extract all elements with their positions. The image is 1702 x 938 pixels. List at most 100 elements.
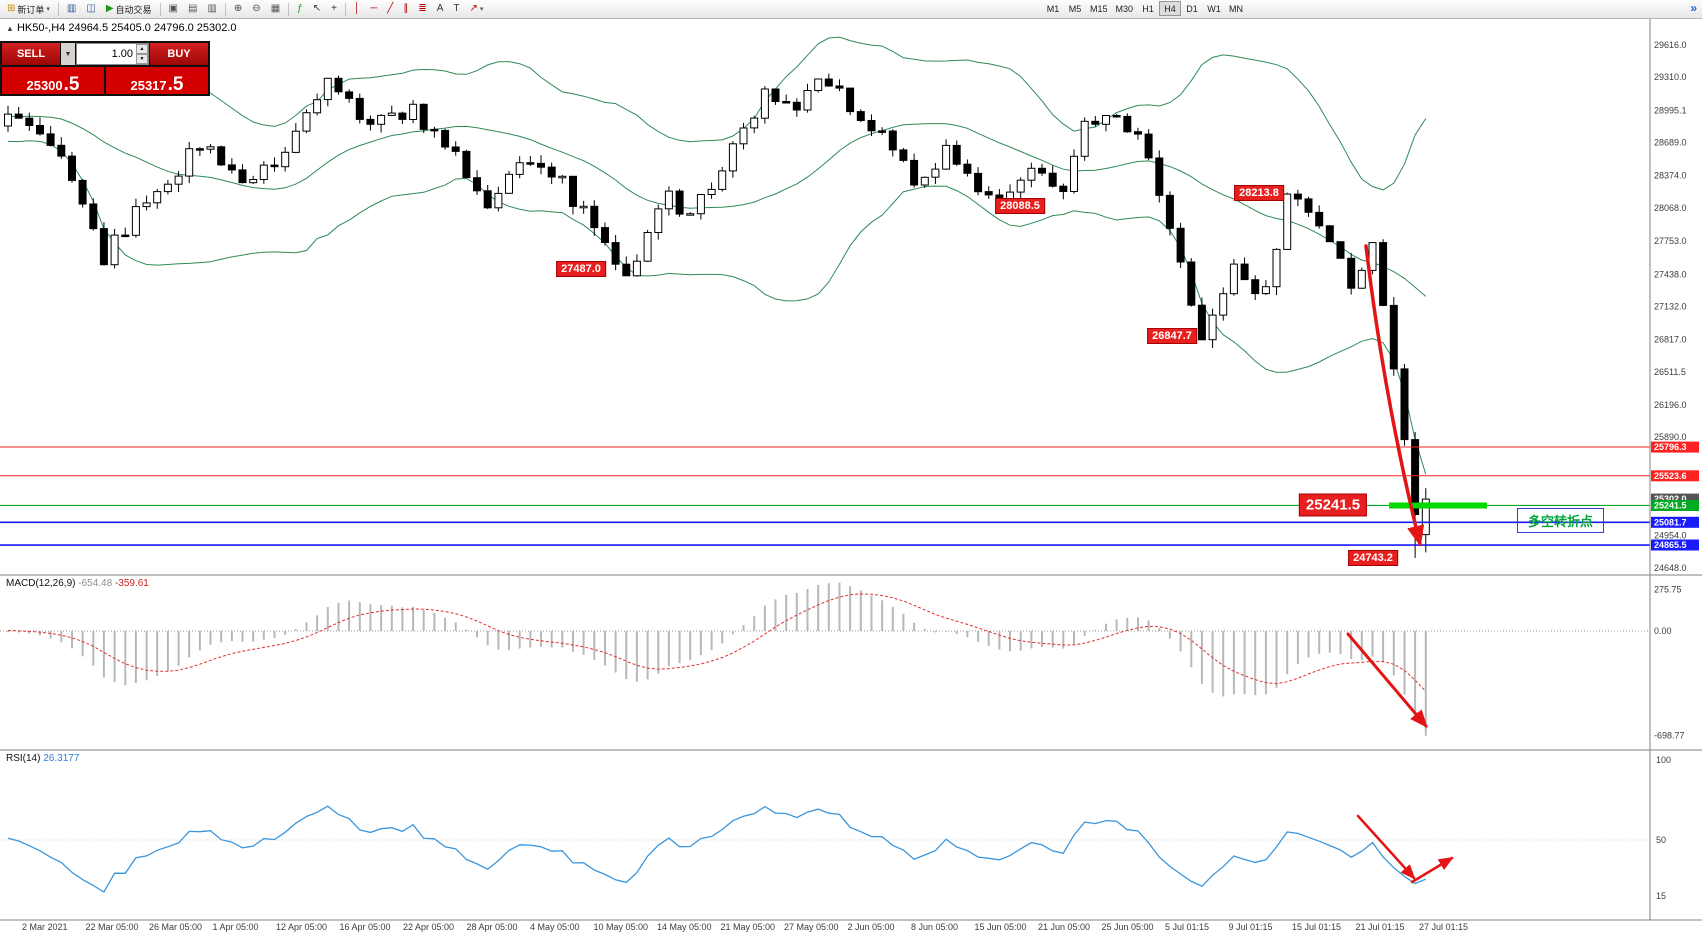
candles (4, 73, 1430, 558)
candle-body (1347, 257, 1356, 289)
indicators-list-button[interactable]: ƒ (293, 2, 307, 17)
time-axis-label: 25 Jun 05:00 (1102, 922, 1154, 932)
price-axis-label: 27132.0 (1654, 302, 1687, 312)
timeframe-m15-button[interactable]: M15 (1086, 1, 1112, 16)
time-axis[interactable]: 2 Mar 2021 22 Mar 05:00 26 Mar 05:00 1 Apr … (22, 922, 1468, 932)
chart-bar-icon: ▥ (66, 3, 77, 14)
macd-axis-label: 0.00 (1654, 626, 1672, 636)
cursor-button[interactable]: ↖ (309, 2, 325, 17)
rsi-label: RSI(14) 26.3177 (6, 753, 79, 764)
pivot-highlight-segment[interactable] (1389, 502, 1487, 509)
candle-body (1091, 120, 1100, 125)
timeframe-h4-button[interactable]: H4 (1159, 1, 1182, 16)
chart-profile-button[interactable]: ◫ (82, 2, 99, 17)
candle-body (601, 227, 609, 244)
price-levels[interactable] (0, 446, 1650, 546)
time-axis-label: 2 Jun 05:00 (848, 922, 895, 932)
arrow-objects-button[interactable]: ↗ ▾ (465, 2, 487, 17)
window-tile-horizontal-button[interactable]: ▤ (184, 2, 201, 17)
candle-body (558, 175, 567, 179)
candle-body (68, 155, 76, 181)
timeframe-d1-button[interactable]: D1 (1181, 1, 1203, 16)
timeframe-h1-button[interactable]: H1 (1137, 1, 1159, 16)
timeframe-m1-button[interactable]: M1 (1042, 1, 1064, 16)
macd-axis[interactable]: 275.75 0.00 -698.77 (1654, 585, 1685, 741)
zoom-out-button[interactable]: ⊖ (248, 2, 264, 17)
macd-down-arrow[interactable] (1346, 632, 1428, 728)
price-axis-label: 26817.0 (1654, 335, 1687, 345)
price-callout[interactable]: 26847.7 (1147, 328, 1197, 345)
price-callout[interactable]: 28213.8 (1234, 184, 1284, 201)
rsi-down-arrow[interactable] (1356, 814, 1416, 880)
toolbar-separator (159, 2, 161, 16)
sell-button[interactable]: SELL (2, 43, 60, 65)
quote-text: HK50-,H4 24964.5 25405.0 24796.0 25302.0 (16, 22, 237, 34)
crosshair-button[interactable]: + (327, 2, 341, 17)
timeframe-mn-button[interactable]: MN (1225, 1, 1247, 16)
chart-bar-button[interactable]: ▥ (63, 2, 80, 17)
candle-body (249, 179, 258, 184)
time-axis-label: 5 Jul 01:15 (1165, 922, 1209, 932)
candle-body (643, 232, 652, 262)
window-cascade-button[interactable]: ▣ (165, 2, 182, 17)
candle-body (323, 77, 332, 101)
candle-body (707, 188, 716, 195)
equidistant-channel-button[interactable]: ∥ (399, 2, 412, 17)
buy-button[interactable]: BUY (150, 43, 208, 65)
volume-input[interactable] (77, 44, 136, 64)
rsi-panel (0, 805, 1650, 893)
candle-body (654, 208, 663, 233)
candle-body (728, 143, 737, 172)
buy-price[interactable]: 25317.5 (106, 67, 208, 94)
fibonacci-retracement-button[interactable]: ≣ (414, 2, 430, 17)
volume-increase-button[interactable]: ▲ (136, 44, 148, 54)
timeframe-w1-button[interactable]: W1 (1203, 1, 1225, 16)
candle-body (206, 146, 215, 150)
turning-point-label[interactable]: 多空转折点 (1517, 508, 1605, 533)
candle-body (419, 103, 428, 130)
vertical-line-button[interactable]: │ (350, 2, 364, 17)
candle-body (1400, 368, 1409, 441)
arrow-objects-caret-icon: ▾ (479, 6, 484, 13)
price-callout[interactable]: 24743.2 (1348, 549, 1398, 566)
zoom-in-button[interactable]: ⊕ (230, 2, 246, 17)
auto-trading-button[interactable]: ▶ 自动交易 (102, 2, 156, 17)
trend-arrows[interactable] (1346, 244, 1454, 884)
candle-body (1208, 314, 1217, 341)
order-dropdown-caret[interactable]: ▼ (61, 43, 75, 65)
candle-body (259, 164, 268, 181)
trendline-button[interactable]: ╱ (383, 2, 397, 17)
price-axis[interactable]: 29616.0 29310.0 28995.1 28689.0 28374.0 28068… (1654, 40, 1687, 573)
timeframe-m30-button[interactable]: M30 (1112, 1, 1138, 16)
candle-body (302, 112, 311, 132)
panel-separators (0, 18, 1702, 921)
timeframe-m5-button[interactable]: M5 (1064, 1, 1086, 16)
rsi-value: 26.3177 (43, 753, 80, 764)
scroll-to-end-icon[interactable]: » (1690, 1, 1697, 15)
chart-grid-button[interactable]: ▦ (267, 2, 284, 17)
price-callout[interactable]: 27487.0 (556, 261, 606, 278)
volume-decrease-button[interactable]: ▼ (136, 54, 148, 64)
horizontal-line-icon: ─ (370, 3, 378, 14)
auto-trading-icon: ▶ (105, 3, 114, 14)
text-annotation-button[interactable]: A (433, 2, 448, 17)
horizontal-line-button[interactable]: ─ (366, 2, 381, 17)
text-label-button[interactable]: T (449, 2, 463, 17)
time-axis-label: 15 Jul 01:15 (1292, 922, 1341, 932)
rsi-axis[interactable]: 100 50 15 (1656, 755, 1671, 901)
quote-line: ▲ HK50-,H4 24964.5 25405.0 24796.0 25302… (6, 22, 237, 34)
price-down-arrow[interactable] (1364, 244, 1425, 547)
rsi-up-arrow[interactable] (1410, 856, 1454, 884)
candle-body (750, 117, 759, 129)
candle-body (1155, 157, 1164, 196)
zoom-in-icon: ⊕ (233, 3, 243, 14)
window-tile-vertical-button[interactable]: ▥ (203, 2, 220, 17)
pivot-price-callout[interactable]: 25241.5 (1298, 493, 1368, 517)
new-order-button[interactable]: ⊞ 新订单 ▾ (3, 2, 54, 17)
time-axis-label: 9 Jul 01:15 (1229, 922, 1273, 932)
sell-price[interactable]: 25300.5 (2, 67, 104, 94)
price-callout[interactable]: 28088.5 (995, 197, 1045, 214)
candle-body (1261, 286, 1270, 295)
price-axis-label: 28689.0 (1654, 138, 1687, 148)
